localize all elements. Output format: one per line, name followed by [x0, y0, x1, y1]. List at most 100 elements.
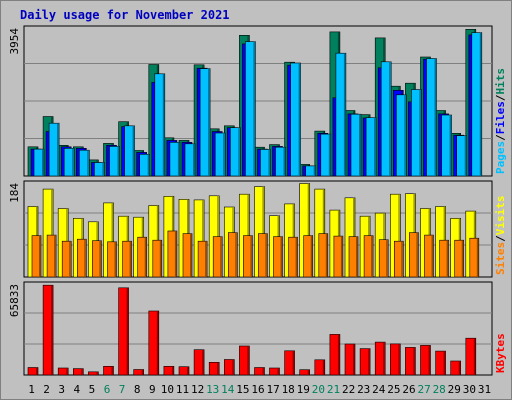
bar-shadow-pages-day-21	[343, 53, 346, 177]
bar-shadow-kbytes-day-27	[428, 345, 430, 375]
bar-sites-day-28	[439, 239, 449, 278]
bar-kbytes-day-14	[224, 359, 235, 376]
bar-kbytes-day-28	[435, 350, 446, 376]
x-tick-day-24: 24	[372, 383, 386, 396]
bar-shadow-kbytes-day-29	[458, 361, 461, 375]
bar-pages-day-18	[290, 62, 301, 177]
x-tick-day-10: 10	[161, 383, 174, 396]
bar-shadow-kbytes-day-28	[443, 351, 446, 375]
bar-pages-day-3	[63, 148, 75, 177]
bar-kbytes-day-5	[88, 371, 99, 376]
bar-kbytes-day-4	[73, 368, 84, 376]
x-tick-day-22: 22	[342, 383, 355, 396]
x-tick-day-11: 11	[176, 383, 189, 396]
bar-shadow-sites-day-16	[265, 233, 267, 277]
right-label-hits-files-pages: Pages/Files/Hits	[494, 68, 507, 174]
bar-pages-day-2	[48, 122, 60, 177]
x-tick-day-4: 4	[73, 383, 80, 396]
bar-shadow-sites-day-4	[84, 239, 86, 277]
bar-pages-day-21	[335, 52, 347, 177]
bar-sites-day-24	[378, 239, 389, 278]
bar-sites-day-16	[258, 233, 268, 278]
bar-shadow-pages-day-12	[208, 68, 210, 176]
x-tick-day-14: 14	[221, 383, 235, 396]
x-tick-day-28: 28	[433, 383, 446, 396]
bar-sites-day-2	[46, 234, 57, 278]
bar-sites-day-30	[469, 237, 480, 278]
bar-shadow-sites-day-10	[174, 231, 177, 277]
bar-sites-day-12	[197, 240, 208, 278]
x-tick-day-5: 5	[89, 383, 96, 396]
bar-shadow-kbytes-day-23	[368, 348, 370, 375]
bar-sites-day-18	[288, 236, 298, 278]
ymax-label-visits-sites: 184	[8, 183, 21, 203]
right-label-kbytes: KBytes	[494, 333, 507, 373]
bar-kbytes-day-23	[359, 348, 371, 376]
legend-separator: /	[494, 94, 507, 101]
bar-shadow-pages-day-20	[328, 134, 331, 176]
bar-shadow-sites-day-11	[190, 233, 192, 277]
bar-sites-day-7	[122, 240, 132, 278]
bar-shadow-kbytes-day-20	[322, 359, 325, 375]
bar-shadow-kbytes-day-9	[156, 311, 159, 375]
bar-sites-day-20	[318, 233, 329, 278]
bar-shadow-pages-day-27	[434, 58, 436, 176]
bar-pages-day-30	[471, 32, 483, 177]
bar-shadow-sites-day-22	[356, 236, 358, 277]
bar-sites-day-22	[348, 236, 359, 278]
bar-sites-day-4	[77, 238, 87, 278]
bar-sites-day-3	[61, 240, 72, 278]
bar-pages-day-25	[395, 94, 407, 177]
bar-shadow-pages-day-18	[298, 63, 301, 176]
x-tick-day-29: 29	[448, 383, 461, 396]
bar-shadow-pages-day-8	[147, 154, 150, 176]
x-tick-day-31: 31	[478, 383, 491, 396]
bar-shadow-visits-day-16	[262, 186, 264, 277]
bar-kbytes-day-29	[450, 360, 462, 376]
legend-hits: Hits	[494, 68, 507, 95]
bar-shadow-kbytes-day-10	[171, 366, 174, 375]
bar-shadow-pages-day-2	[57, 123, 59, 176]
bar-sites-day-29	[454, 239, 465, 278]
bar-kbytes-day-11	[178, 366, 190, 376]
bar-shadow-visits-day-20	[322, 189, 325, 277]
legend-visits: Visits	[494, 196, 507, 236]
x-tick-day-7: 7	[119, 383, 126, 396]
bar-sites-day-25	[393, 240, 404, 278]
legend-files: Files	[494, 101, 507, 134]
bar-shadow-sites-day-14	[235, 232, 237, 277]
x-tick-day-16: 16	[251, 383, 264, 396]
bar-shadow-kbytes-day-6	[111, 366, 113, 375]
bar-sites-day-26	[409, 232, 419, 278]
x-tick-day-13: 13	[206, 383, 219, 396]
bar-shadow-sites-day-24	[386, 239, 388, 277]
bar-shadow-kbytes-day-12	[202, 349, 204, 375]
bar-sites-day-9	[152, 239, 163, 278]
bar-pages-day-16	[260, 149, 271, 177]
bar-shadow-kbytes-day-19	[307, 369, 310, 375]
bar-kbytes-day-17	[269, 367, 280, 376]
chart-title: Daily usage for November 2021	[20, 8, 230, 22]
bar-shadow-pages-day-11	[193, 143, 195, 176]
bar-shadow-kbytes-day-25	[398, 343, 400, 375]
bar-shadow-pages-day-9	[162, 73, 165, 176]
x-tick-day-26: 26	[402, 383, 415, 396]
bar-sites-day-1	[31, 235, 42, 278]
bar-pages-day-10	[169, 142, 181, 177]
bar-shadow-sites-day-29	[461, 240, 464, 277]
bar-shadow-pages-day-28	[449, 115, 452, 176]
bar-sites-day-17	[273, 236, 283, 278]
x-tick-day-3: 3	[58, 383, 65, 396]
bar-kbytes-day-15	[239, 345, 250, 376]
bar-shadow-pages-day-26	[419, 89, 421, 176]
bar-shadow-kbytes-day-17	[277, 368, 279, 375]
bar-pages-day-20	[320, 133, 332, 177]
bar-kbytes-day-25	[389, 343, 401, 376]
bar-kbytes-day-7	[118, 287, 129, 376]
legend-separator: /	[494, 134, 507, 141]
bar-pages-day-14	[230, 127, 241, 177]
bar-shadow-sites-day-13	[220, 236, 222, 277]
right-label-visits-sites: Sites/Visits	[494, 196, 507, 276]
bar-kbytes-day-20	[314, 359, 326, 376]
